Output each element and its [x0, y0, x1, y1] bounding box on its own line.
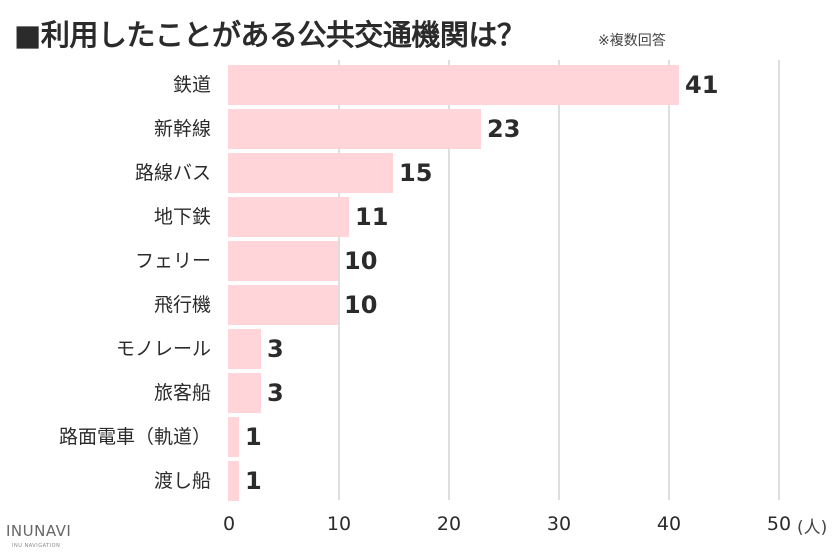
- gridline: [448, 60, 450, 500]
- category-label: フェリー: [134, 250, 211, 272]
- category-label: モノレール: [115, 338, 211, 360]
- gridline: [778, 60, 780, 500]
- bar: [228, 241, 338, 281]
- bar: [228, 373, 261, 413]
- data-label: 1: [245, 423, 262, 451]
- x-tick-label: 50: [766, 513, 792, 535]
- chart-note: ※複数回答: [598, 33, 666, 49]
- logo: INUNAVI: [6, 522, 72, 540]
- data-label: 10: [344, 291, 378, 319]
- data-label: 41: [685, 71, 719, 99]
- x-axis-unit: (人): [797, 518, 828, 538]
- category-label: 路線バス: [134, 162, 211, 184]
- gridline: [338, 60, 340, 500]
- data-label: 3: [267, 379, 284, 407]
- gridline: [558, 60, 560, 500]
- data-label: 10: [344, 247, 378, 275]
- category-label: 鉄道: [172, 74, 211, 96]
- bar: [228, 109, 481, 149]
- x-tick-label: 0: [222, 513, 236, 535]
- category-label: 新幹線: [153, 118, 211, 140]
- category-label: 路面電車（軌道）: [58, 426, 211, 448]
- bar: [228, 461, 239, 501]
- category-label: 旅客船: [153, 382, 211, 404]
- logo-tagline: INU NAVIGATION: [12, 543, 61, 549]
- gridline: [668, 60, 670, 500]
- category-label: 地下鉄: [153, 206, 211, 228]
- data-label: 3: [267, 335, 284, 363]
- bar: [228, 329, 261, 369]
- data-label: 23: [487, 115, 521, 143]
- data-label: 1: [245, 467, 262, 495]
- bar: [228, 285, 338, 325]
- x-tick-label: 20: [436, 513, 462, 535]
- category-label: 渡し船: [153, 470, 211, 492]
- data-label: 11: [355, 203, 389, 231]
- plot-area: 41 23 15 11 10 10 3 3 1 1: [228, 60, 788, 501]
- chart-title: ■利用したことがある公共交通機関は？: [14, 18, 526, 52]
- x-tick-label: 40: [656, 513, 682, 535]
- x-tick-label: 30: [546, 513, 572, 535]
- category-label: 飛行機: [153, 294, 211, 316]
- bar: [228, 65, 679, 105]
- data-label: 15: [399, 159, 433, 187]
- bar: [228, 153, 393, 193]
- x-tick-label: 10: [326, 513, 352, 535]
- bar: [228, 197, 349, 237]
- bar: [228, 417, 239, 457]
